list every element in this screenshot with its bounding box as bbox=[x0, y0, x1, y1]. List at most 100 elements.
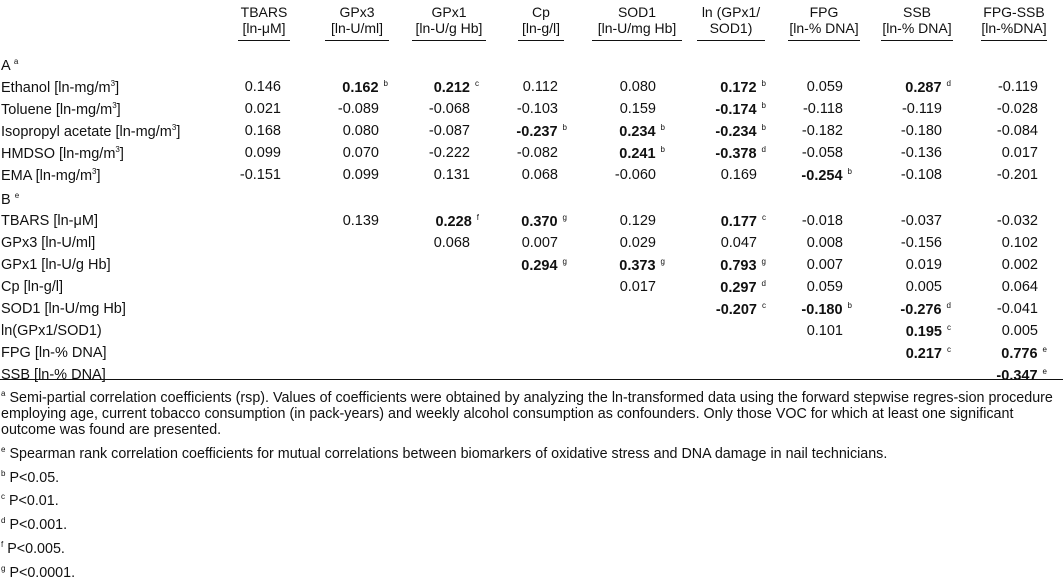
table-cell: 0.177 c bbox=[721, 213, 766, 230]
row-label-text: SSB [ln-% DNA] bbox=[1, 367, 106, 383]
cell-value: -0.136 bbox=[900, 145, 942, 161]
cell-value: -0.103 bbox=[516, 101, 558, 117]
table-cell: 0.370 g bbox=[521, 213, 567, 230]
column-header: SSB [ln-% DNA] bbox=[867, 4, 967, 36]
table-cell: 0.131 bbox=[434, 167, 479, 183]
table-cell: 0.287 d bbox=[905, 79, 951, 96]
table-cell: 0.099 bbox=[245, 145, 290, 161]
table-cell: 0.101 bbox=[807, 323, 852, 339]
cell-value: 0.007 bbox=[521, 235, 558, 251]
table-cell: -0.032 bbox=[997, 213, 1047, 229]
significance-marker: f bbox=[476, 213, 479, 222]
significance-marker: b bbox=[660, 145, 665, 154]
row-label: Toluene [ln-mg/m3] bbox=[1, 101, 121, 118]
row-label-text: Ethanol [ln-mg/m bbox=[1, 79, 111, 96]
row-label-text: Toluene [ln-mg/m bbox=[1, 101, 113, 118]
significance-marker: c bbox=[947, 345, 951, 354]
column-header-title: TBARS bbox=[240, 4, 288, 20]
row-label: SSB [ln-% DNA] bbox=[1, 367, 106, 383]
row-label-text: GPx1 [ln-U/g Hb] bbox=[1, 257, 111, 273]
unit-superscript: 3 bbox=[115, 145, 120, 154]
cell-value: -0.119 bbox=[901, 101, 942, 117]
table-cell: 0.059 bbox=[807, 279, 852, 295]
cell-value: -0.237 bbox=[516, 123, 558, 140]
footnote-text: P<0.001. bbox=[9, 516, 68, 533]
column-header: FPG [ln-% DNA] bbox=[774, 4, 874, 36]
unit-superscript: 3 bbox=[92, 167, 97, 176]
column-header-underline bbox=[981, 40, 1047, 41]
table-cell: 0.064 bbox=[1002, 279, 1047, 295]
significance-marker: d bbox=[761, 279, 766, 288]
cell-value: 0.195 bbox=[905, 323, 942, 340]
significance-marker: b bbox=[562, 123, 567, 132]
cell-value: 0.162 bbox=[342, 79, 379, 96]
row-label-text: Isopropyl acetate [ln-mg/m bbox=[1, 123, 172, 140]
significance-marker: e bbox=[1042, 345, 1047, 354]
table-cell: 0.021 bbox=[245, 101, 290, 117]
column-header-unit: [ln-μM] bbox=[242, 20, 286, 36]
footnote-mark: e bbox=[1, 444, 6, 454]
cell-value: -0.201 bbox=[996, 167, 1038, 183]
significance-marker: b bbox=[660, 123, 665, 132]
table-cell: 0.102 bbox=[1002, 235, 1047, 251]
table-cell: -0.207 c bbox=[716, 301, 766, 318]
table-cell: -0.174 b bbox=[715, 101, 766, 118]
cell-value: 0.080 bbox=[342, 123, 379, 139]
cell-value: -0.174 bbox=[715, 101, 757, 118]
significance-marker: d bbox=[946, 301, 951, 310]
table-cell: -0.151 bbox=[240, 167, 290, 183]
significance-marker: b bbox=[383, 79, 388, 88]
significance-marker: g bbox=[562, 213, 567, 222]
cell-value: -0.028 bbox=[996, 101, 1038, 117]
cell-value: -0.018 bbox=[801, 213, 843, 229]
footnote: d P<0.001. bbox=[1, 513, 1059, 533]
footnote: b P<0.05. bbox=[1, 466, 1059, 486]
significance-marker: g bbox=[562, 257, 567, 266]
cell-value: -0.060 bbox=[614, 167, 656, 183]
row-label-end: ] bbox=[119, 145, 124, 162]
column-header-unit: SOD1) bbox=[709, 20, 753, 36]
row-label: Cp [ln-g/l] bbox=[1, 279, 63, 295]
cell-value: -0.084 bbox=[996, 123, 1038, 139]
cell-value: 0.168 bbox=[244, 123, 281, 139]
cell-value: -0.041 bbox=[996, 301, 1038, 317]
column-header-unit: [ln-% DNA] bbox=[789, 20, 859, 36]
cell-value: -0.180 bbox=[801, 301, 843, 318]
row-label: GPx3 [ln-U/ml] bbox=[1, 235, 95, 251]
row-label-end: ] bbox=[115, 79, 120, 96]
cell-value: -0.378 bbox=[715, 145, 757, 162]
column-header-title: FPG-SSB bbox=[983, 4, 1045, 20]
cell-value: 0.241 bbox=[619, 145, 656, 162]
cell-value: -0.156 bbox=[900, 235, 942, 251]
row-label: FPG [ln-% DNA] bbox=[1, 345, 107, 361]
significance-marker: b bbox=[847, 167, 852, 176]
column-header-title: SOD1 bbox=[617, 4, 657, 20]
significance-marker: b bbox=[847, 301, 852, 310]
cell-value: 0.146 bbox=[244, 79, 281, 95]
table-cell: 0.047 bbox=[721, 235, 766, 251]
cell-value: 0.172 bbox=[720, 79, 757, 96]
row-label-text: HMDSO [ln-mg/m bbox=[1, 145, 116, 162]
column-header: FPG-SSB [ln-%DNA] bbox=[964, 4, 1063, 36]
cell-value: 0.080 bbox=[619, 79, 656, 95]
cell-value: 0.019 bbox=[905, 257, 942, 273]
cell-value: -0.119 bbox=[997, 79, 1038, 95]
footnote-mark: c bbox=[1, 492, 5, 502]
cell-value: -0.254 bbox=[801, 167, 843, 184]
column-header-unit: [ln-U/mg Hb] bbox=[597, 20, 677, 36]
column-header-unit: [ln-%DNA] bbox=[981, 20, 1047, 36]
cell-value: 0.068 bbox=[433, 235, 470, 251]
table-cell: -0.058 bbox=[802, 145, 852, 161]
cell-value: -0.058 bbox=[801, 145, 843, 161]
table-cell: 0.297 d bbox=[720, 279, 766, 296]
table-cell: -0.276 d bbox=[900, 301, 951, 318]
table-cell: 0.059 bbox=[807, 79, 852, 95]
column-header-title: ln (GPx1/ bbox=[701, 4, 761, 20]
cell-value: 0.017 bbox=[619, 279, 656, 295]
table-cell: 0.212 c bbox=[434, 79, 479, 96]
significance-marker: d bbox=[946, 79, 951, 88]
cell-value: -0.222 bbox=[428, 145, 470, 161]
table-cell: 0.793 g bbox=[720, 257, 766, 274]
cell-value: -0.108 bbox=[900, 167, 942, 183]
table-cell: 0.005 bbox=[906, 279, 951, 295]
